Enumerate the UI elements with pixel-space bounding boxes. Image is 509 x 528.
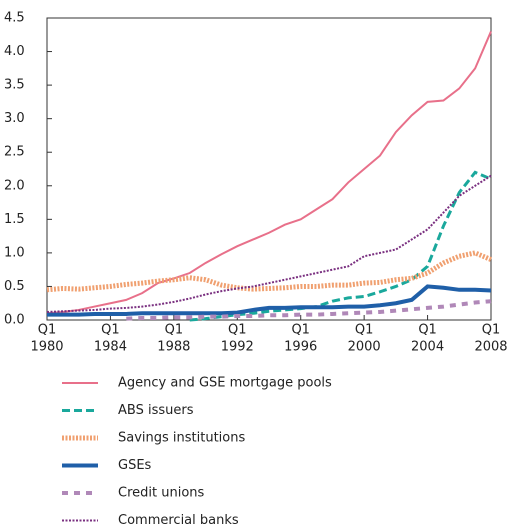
x-tick-quarter: Q1 xyxy=(228,323,247,338)
series-line xyxy=(47,284,492,317)
legend-label: Savings institutions xyxy=(118,431,245,446)
x-tick-quarter: Q1 xyxy=(418,323,437,338)
plot-frame xyxy=(46,17,492,321)
series-line xyxy=(46,31,492,315)
x-tick-quarter: Q1 xyxy=(165,323,184,338)
x-tick-quarter: Q1 xyxy=(38,323,57,338)
x-tick-label: 2000 xyxy=(348,340,381,355)
x-tick-quarter: Q1 xyxy=(101,323,120,338)
legend-label: Credit unions xyxy=(118,486,205,501)
series-line xyxy=(189,170,492,322)
series-line xyxy=(46,174,492,313)
x-tick-label: 1996 xyxy=(284,340,317,355)
x-tick-label: 2004 xyxy=(411,340,444,355)
y-tick-label: 4.5 xyxy=(4,11,25,26)
y-tick-label: 0.5 xyxy=(4,279,25,294)
x-tick-label: 1984 xyxy=(94,340,127,355)
y-tick-label: 1.5 xyxy=(4,212,25,227)
y-tick-label: 3.5 xyxy=(4,78,25,93)
y-tick-label: 2.5 xyxy=(4,145,25,160)
x-tick-quarter: Q1 xyxy=(355,323,374,338)
y-tick-label: 1.0 xyxy=(4,245,25,260)
y-tick-label: 2.0 xyxy=(4,178,25,193)
x-tick-label: 1992 xyxy=(221,340,254,355)
x-tick-label: 1980 xyxy=(30,340,63,355)
x-tick-label: 1988 xyxy=(157,340,190,355)
legend-label: ABS issuers xyxy=(118,403,194,418)
legend-label: Agency and GSE mortgage pools xyxy=(118,376,332,391)
x-tick-quarter: Q1 xyxy=(482,323,501,338)
legend-label: Commercial banks xyxy=(118,513,239,528)
series-line xyxy=(126,299,492,321)
y-tick-label: 4.0 xyxy=(4,44,25,59)
x-tick-quarter: Q1 xyxy=(291,323,310,338)
y-tick-label: 3.0 xyxy=(4,111,25,126)
y-tick-label: 0.0 xyxy=(4,313,25,328)
series-line xyxy=(46,250,492,293)
x-tick-label: 2008 xyxy=(474,340,507,355)
legend-label: GSEs xyxy=(118,458,152,473)
